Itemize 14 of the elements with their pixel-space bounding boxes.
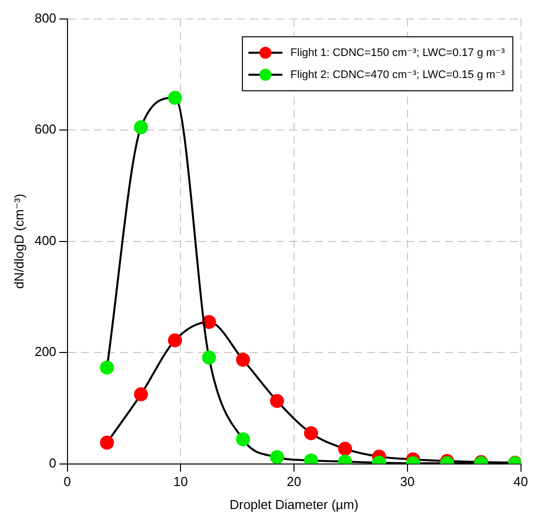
- x-tick-label: 30: [400, 474, 415, 490]
- y-tick-label: 0: [49, 455, 56, 470]
- x-tick-label: 0: [64, 474, 71, 490]
- x-axis-title: Droplet Diameter (µm): [230, 496, 358, 512]
- y-tick-label: 200: [34, 344, 56, 360]
- x-tick-label: 20: [286, 474, 302, 490]
- legend-label: Flight 2: CDNC=470 cm⁻³; LWC=0.15 g m⁻³: [290, 68, 506, 81]
- x-tick-label: 40: [514, 474, 528, 490]
- y-tick-label: 400: [34, 232, 56, 248]
- y-tick-label: 600: [34, 122, 56, 137]
- y-tick-label: 800: [34, 10, 56, 26]
- y-axis-title: dN/dlogD (cm⁻³): [11, 194, 26, 289]
- legend-label: Flight 1: CDNC=150 cm⁻³; LWC=0.17 g m⁻³: [290, 46, 506, 59]
- x-tick-label: 10: [173, 474, 188, 490]
